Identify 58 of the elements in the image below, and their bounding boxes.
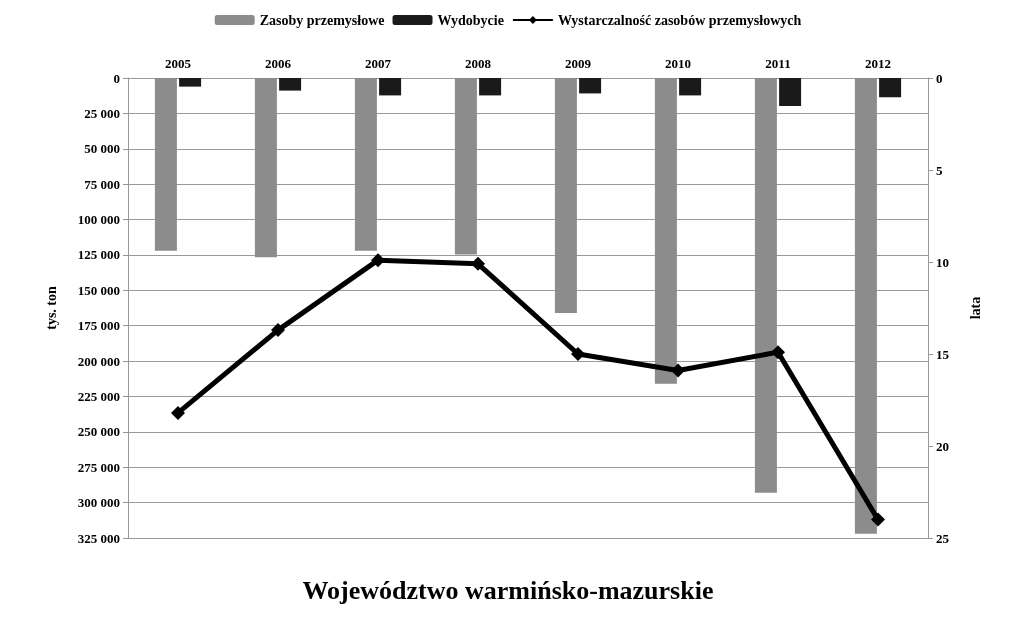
point bbox=[171, 405, 185, 420]
y2-tick-label: 20 bbox=[936, 438, 949, 454]
bar bbox=[654, 78, 677, 384]
legend-label: Zasoby przemysłowe bbox=[259, 12, 385, 28]
y-tick-label: 175 000 bbox=[77, 318, 120, 334]
bar bbox=[554, 78, 577, 313]
y-axis-title: tys. ton bbox=[43, 286, 59, 330]
y2-tick-label: 15 bbox=[936, 346, 950, 362]
y2-tick-label: 10 bbox=[936, 254, 949, 270]
x-tick-label: 2008 bbox=[465, 56, 492, 71]
bar bbox=[579, 78, 602, 94]
bar bbox=[754, 78, 777, 493]
point bbox=[371, 253, 385, 268]
point bbox=[271, 323, 285, 338]
y-tick-label: 150 000 bbox=[77, 282, 120, 298]
y-tick-label: 225 000 bbox=[77, 388, 120, 404]
y2-axis-title: lata bbox=[967, 296, 983, 320]
legend-label: Wystarczalność zasobów przemysłowych bbox=[557, 12, 802, 28]
x-tick-label: 2007 bbox=[365, 56, 392, 71]
bar bbox=[154, 78, 177, 251]
point bbox=[871, 512, 885, 527]
y-tick-label: 100 000 bbox=[77, 212, 120, 228]
y-tick-label: 125 000 bbox=[77, 247, 120, 263]
y-tick-label: 250 000 bbox=[77, 424, 120, 440]
y-tick-label: 200 000 bbox=[77, 353, 120, 369]
x-tick-label: 2006 bbox=[265, 56, 292, 71]
y-tick-label: 0 bbox=[113, 70, 120, 86]
point bbox=[671, 363, 685, 378]
y-tick-label: 325 000 bbox=[77, 530, 120, 546]
y2-tick-label: 25 bbox=[936, 530, 950, 546]
bar bbox=[179, 78, 202, 87]
y-tick-label: 275 000 bbox=[77, 459, 120, 475]
bar bbox=[479, 78, 502, 96]
bar bbox=[254, 78, 277, 258]
bar bbox=[879, 78, 902, 98]
y-tick-label: 25 000 bbox=[84, 105, 120, 121]
x-tick-label: 2012 bbox=[865, 56, 891, 71]
y2-tick-label: 5 bbox=[936, 162, 943, 178]
bar bbox=[854, 78, 877, 534]
point bbox=[771, 345, 785, 360]
bar bbox=[779, 78, 802, 107]
point bbox=[571, 347, 585, 361]
bar bbox=[679, 78, 702, 96]
text: Województwo warmińsko-mazurskie bbox=[302, 575, 714, 605]
y-tick-label: 300 000 bbox=[77, 495, 120, 511]
bar bbox=[279, 78, 302, 91]
x-tick-label: 2009 bbox=[565, 56, 592, 71]
x-tick-label: 2005 bbox=[165, 56, 192, 71]
bar bbox=[454, 78, 477, 255]
bar bbox=[379, 78, 402, 96]
x-tick-label: 2011 bbox=[765, 56, 791, 71]
y-tick-label: 50 000 bbox=[84, 141, 120, 157]
y2-tick-label: 0 bbox=[936, 70, 943, 86]
y-tick-label: 75 000 bbox=[84, 176, 120, 192]
bar bbox=[354, 78, 377, 251]
legend-label: Wydobycie bbox=[437, 12, 504, 28]
x-tick-label: 2010 bbox=[665, 56, 691, 71]
point bbox=[471, 256, 485, 271]
